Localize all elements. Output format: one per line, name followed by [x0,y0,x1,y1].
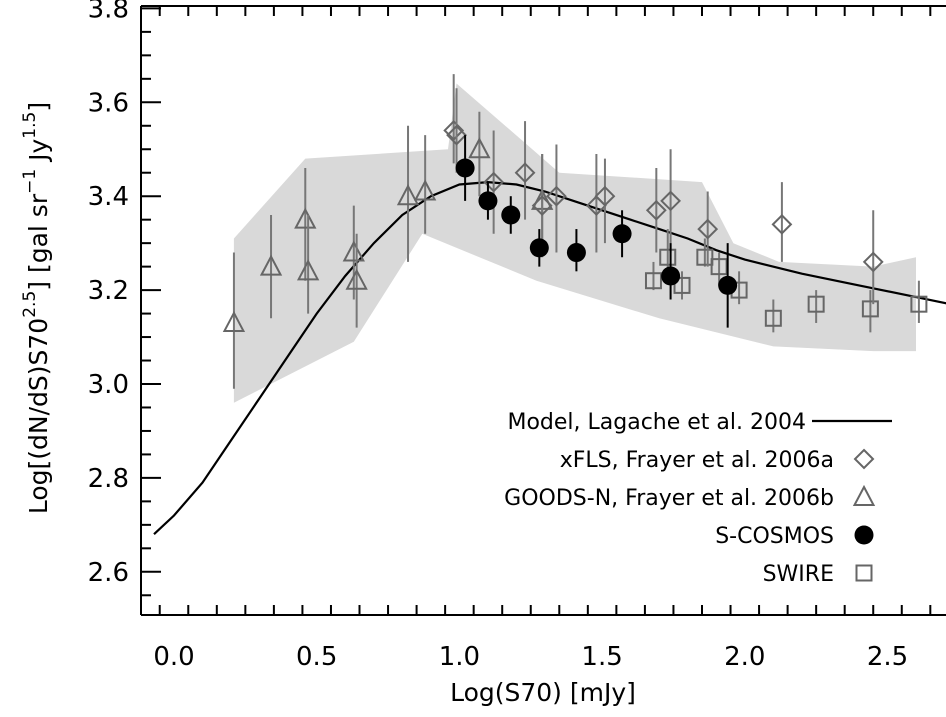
triangle-point [259,254,283,276]
triangle-point [413,179,437,201]
diamond-point [446,124,467,146]
y-tick-label: 2.6 [88,558,129,588]
y-tick-label: 3.6 [88,88,129,118]
y-tick-label: 3.8 [88,0,129,24]
y-tick-label: 3.0 [88,370,129,400]
legend-label: Model, Lagache et al. 2004 [507,410,806,435]
diamond-point [546,185,567,207]
filled-circle-point [455,158,475,178]
diamond-point [862,251,884,273]
triangle-point [222,310,246,332]
filled-circle-point [566,243,586,263]
filled-circle-point [718,275,738,295]
filled-circle-point [612,224,632,244]
square-point [659,248,677,266]
triangle-point [468,137,491,159]
diamond-point [443,120,465,141]
square-point [764,309,782,327]
square-point [710,258,728,276]
square-point [696,248,714,266]
y-tick-label: 3.4 [88,182,129,212]
diamond-point [514,162,536,184]
diamond-point [660,190,682,212]
square-point [673,276,691,294]
diamond-point [697,218,719,240]
legend-label: S-COSMOS [715,524,834,549]
diamond-point [645,199,667,221]
square-point [861,300,879,318]
x-tick-label: 2.5 [867,642,908,672]
x-axis-title: Log(S70) [mJy] [450,678,636,707]
x-tick-label: 2.0 [724,642,765,672]
y-axis-title: Log[(dN/dS)S702.5] [gal sr−1 Jy1.5] [20,102,53,514]
y-tick-label: 3.2 [88,276,129,306]
filled-circle-point [529,238,549,258]
legend-label: GOODS-N, Frayer et al. 2006b [504,486,834,511]
legend-marker [855,564,873,582]
x-tick-label: 0.0 [153,642,194,672]
triangle-point [296,259,320,281]
triangle-point [345,268,368,290]
filled-circle-point [478,191,498,211]
legend-marker [852,484,876,506]
x-tick-label: 1.0 [439,642,480,672]
triangle-point [342,240,365,262]
legend-label: xFLS, Frayer et al. 2006a [560,448,834,473]
y-tick-label: 2.8 [88,464,129,494]
diamond-point [594,185,616,207]
legend-marker [853,448,875,470]
filled-circle-point [661,266,681,286]
x-tick-label: 1.5 [581,642,622,672]
diamond-point [771,213,793,235]
triangle-point [396,184,420,206]
triangle-point [294,207,317,229]
x-tick-label: 0.5 [296,642,337,672]
square-point [807,295,825,313]
diamond-point [531,195,553,217]
square-point [644,272,662,290]
square-point [910,295,928,313]
filled-circle-point [501,205,521,225]
legend-marker [854,525,874,545]
uncertainty-band [233,83,916,403]
legend-label: SWIRE [763,562,834,587]
diamond-point [483,171,505,193]
